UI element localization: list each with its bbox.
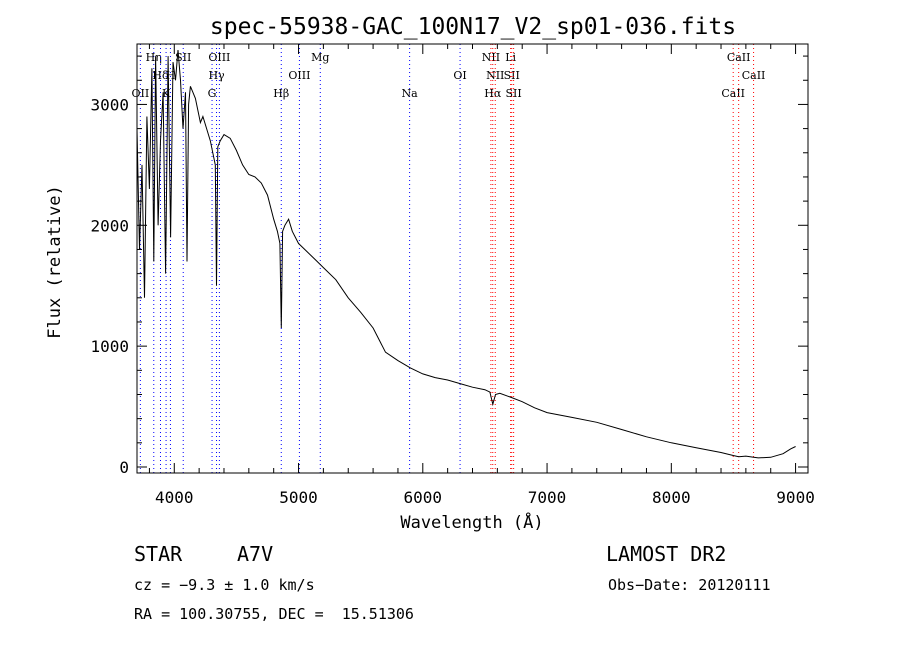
line-marker-label: OII: [131, 87, 149, 100]
axis-ticks: 4000 5000 6000 7000 8000 9000 0 1000 2000 3000: [90, 44, 815, 507]
line-marker-label: K: [162, 87, 171, 100]
series-flux-line: [136, 49, 796, 459]
line-marker-label: Mg: [311, 51, 329, 64]
y-tick-label: 3000: [90, 95, 129, 114]
object-class: STAR: [134, 542, 183, 566]
coordinates: RA = 100.30755, DEC = 15.51306: [134, 605, 414, 623]
observation-date: Obs−Date: 20120111: [608, 576, 771, 594]
line-marker-label: Na: [402, 87, 419, 100]
line-marker-label: OIII: [208, 51, 230, 64]
x-tick-label: 9000: [776, 488, 815, 507]
x-tick-label: 7000: [528, 488, 567, 507]
line-marker-label: SII: [506, 87, 522, 100]
line-marker-label: G: [208, 87, 217, 100]
line-marker-label: Hα: [484, 87, 502, 100]
chart-title: spec-55938-GAC_100N17_V2_sp01-036.fits: [210, 14, 736, 40]
y-tick-label: 0: [119, 458, 129, 477]
line-marker-label: Li: [505, 51, 516, 64]
line-marker-label: H: [166, 69, 176, 82]
redshift-velocity: cz = −9.3 ± 1.0 km/s: [134, 576, 315, 594]
x-tick-label: 4000: [155, 488, 194, 507]
line-marker-label: Hη: [146, 51, 162, 64]
line-marker-label: SII: [504, 69, 520, 82]
survey-name: LAMOST DR2: [606, 542, 727, 566]
line-marker-label: CaII: [727, 51, 751, 64]
line-marker-label: Hγ: [208, 69, 225, 82]
spectral-line-markers: OIIHηHδKHSIIGHγOIIIHβOIIIMgNaOINIIHαNIIL…: [131, 44, 765, 473]
line-marker-label: Hδ: [152, 69, 169, 82]
y-tick-label: 2000: [90, 216, 129, 235]
y-tick-label: 1000: [90, 337, 129, 356]
line-marker-label: OI: [453, 69, 466, 82]
line-marker-label: CaII: [742, 69, 766, 82]
line-marker-label: Hβ: [273, 87, 289, 100]
line-marker-label: NII: [482, 51, 500, 64]
line-marker-label: OIII: [288, 69, 310, 82]
x-axis-label: Wavelength (Å): [400, 511, 543, 533]
x-tick-label: 8000: [652, 488, 691, 507]
line-marker-label: CaII: [721, 87, 745, 100]
x-tick-label: 6000: [404, 488, 443, 507]
plot-frame: [136, 43, 809, 474]
y-axis-label: Flux (relative): [45, 185, 65, 339]
object-subclass: A7V: [237, 542, 274, 566]
x-tick-label: 5000: [279, 488, 318, 507]
line-marker-label: NII: [486, 69, 504, 82]
